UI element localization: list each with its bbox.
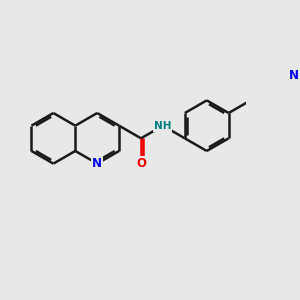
- Text: N: N: [290, 69, 299, 82]
- Text: N: N: [92, 157, 102, 170]
- Text: NH: NH: [154, 121, 172, 131]
- Text: O: O: [136, 157, 146, 170]
